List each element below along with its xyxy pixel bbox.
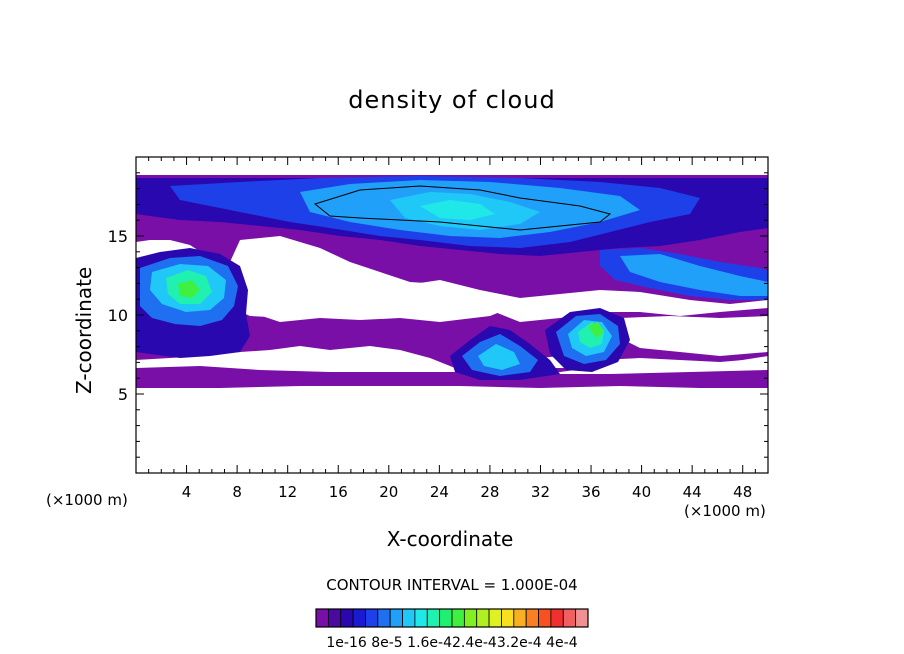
gap-2 bbox=[620, 316, 768, 356]
colorbar-swatch bbox=[439, 608, 453, 628]
colorbar-swatch bbox=[389, 608, 403, 628]
colorbar-swatch bbox=[414, 608, 428, 628]
x-tick-label: 36 bbox=[581, 483, 600, 501]
x-unit-label-left: (×1000 m) bbox=[46, 491, 128, 509]
x-tick-label: 32 bbox=[531, 483, 550, 501]
colorbar-swatch bbox=[488, 608, 502, 628]
upper-deck-teal bbox=[420, 200, 495, 220]
colorbar-swatch bbox=[365, 608, 379, 628]
right-cell-core bbox=[588, 322, 604, 338]
colorbar-swatch bbox=[426, 608, 441, 628]
x-tick-label: 4 bbox=[182, 483, 192, 501]
colorbar-swatch bbox=[513, 608, 527, 628]
colorbar-swatch bbox=[501, 608, 515, 628]
colorbar-swatch bbox=[575, 608, 589, 628]
colorbar-swatch bbox=[538, 608, 552, 628]
y-tick-label: 5 bbox=[118, 385, 128, 404]
x-unit-label-right: (×1000 m) bbox=[684, 502, 766, 520]
x-tick-label: 40 bbox=[632, 483, 651, 501]
colorbar-swatch bbox=[562, 608, 577, 628]
colorbar-swatch bbox=[377, 608, 391, 628]
colorbar-swatch bbox=[315, 608, 329, 628]
colorbar-swatch bbox=[463, 608, 478, 628]
colorbar-swatch bbox=[550, 608, 564, 628]
colorbar-labels: 1e-16 8e-5 1.6e-42.4e-43.2e-4 4e-4 bbox=[326, 635, 577, 651]
x-axis-label: X-coordinate bbox=[386, 527, 514, 551]
gap-3 bbox=[230, 358, 430, 368]
x-tick-label: 48 bbox=[733, 483, 752, 501]
colorbar-frame bbox=[315, 608, 589, 628]
colorbar-swatch bbox=[402, 608, 416, 628]
lower-thin-layer bbox=[136, 366, 768, 388]
density-field bbox=[136, 175, 768, 388]
x-tick-label: 12 bbox=[278, 483, 297, 501]
x-tick-label: 44 bbox=[683, 483, 702, 501]
gap-1 bbox=[220, 236, 520, 322]
x-tick-label: 16 bbox=[329, 483, 348, 501]
y-tick-label: 10 bbox=[108, 306, 128, 325]
left-cell-core bbox=[178, 280, 200, 298]
chart-title: density of cloud bbox=[348, 86, 556, 114]
colorbar-swatch bbox=[525, 608, 539, 628]
colorbar-swatch bbox=[352, 608, 366, 628]
x-tick-label: 24 bbox=[430, 483, 449, 501]
x-tick-label: 20 bbox=[379, 483, 398, 501]
central-cell-cyan bbox=[478, 344, 520, 370]
colorbar-swatch bbox=[476, 608, 490, 628]
colorbar-swatch bbox=[451, 608, 465, 628]
colorbar-swatch bbox=[327, 608, 342, 628]
contour-line-upper bbox=[313, 185, 612, 231]
colorbar-swatch bbox=[340, 608, 354, 628]
y-tick-label: 15 bbox=[108, 227, 128, 246]
y-axis-label: Z-coordinate bbox=[72, 266, 96, 394]
contour-interval-label: CONTOUR INTERVAL = 1.000E-04 bbox=[326, 576, 578, 594]
x-tick-label: 28 bbox=[480, 483, 499, 501]
right-upper-band-light bbox=[620, 254, 768, 296]
x-tick-label: 8 bbox=[232, 483, 242, 501]
